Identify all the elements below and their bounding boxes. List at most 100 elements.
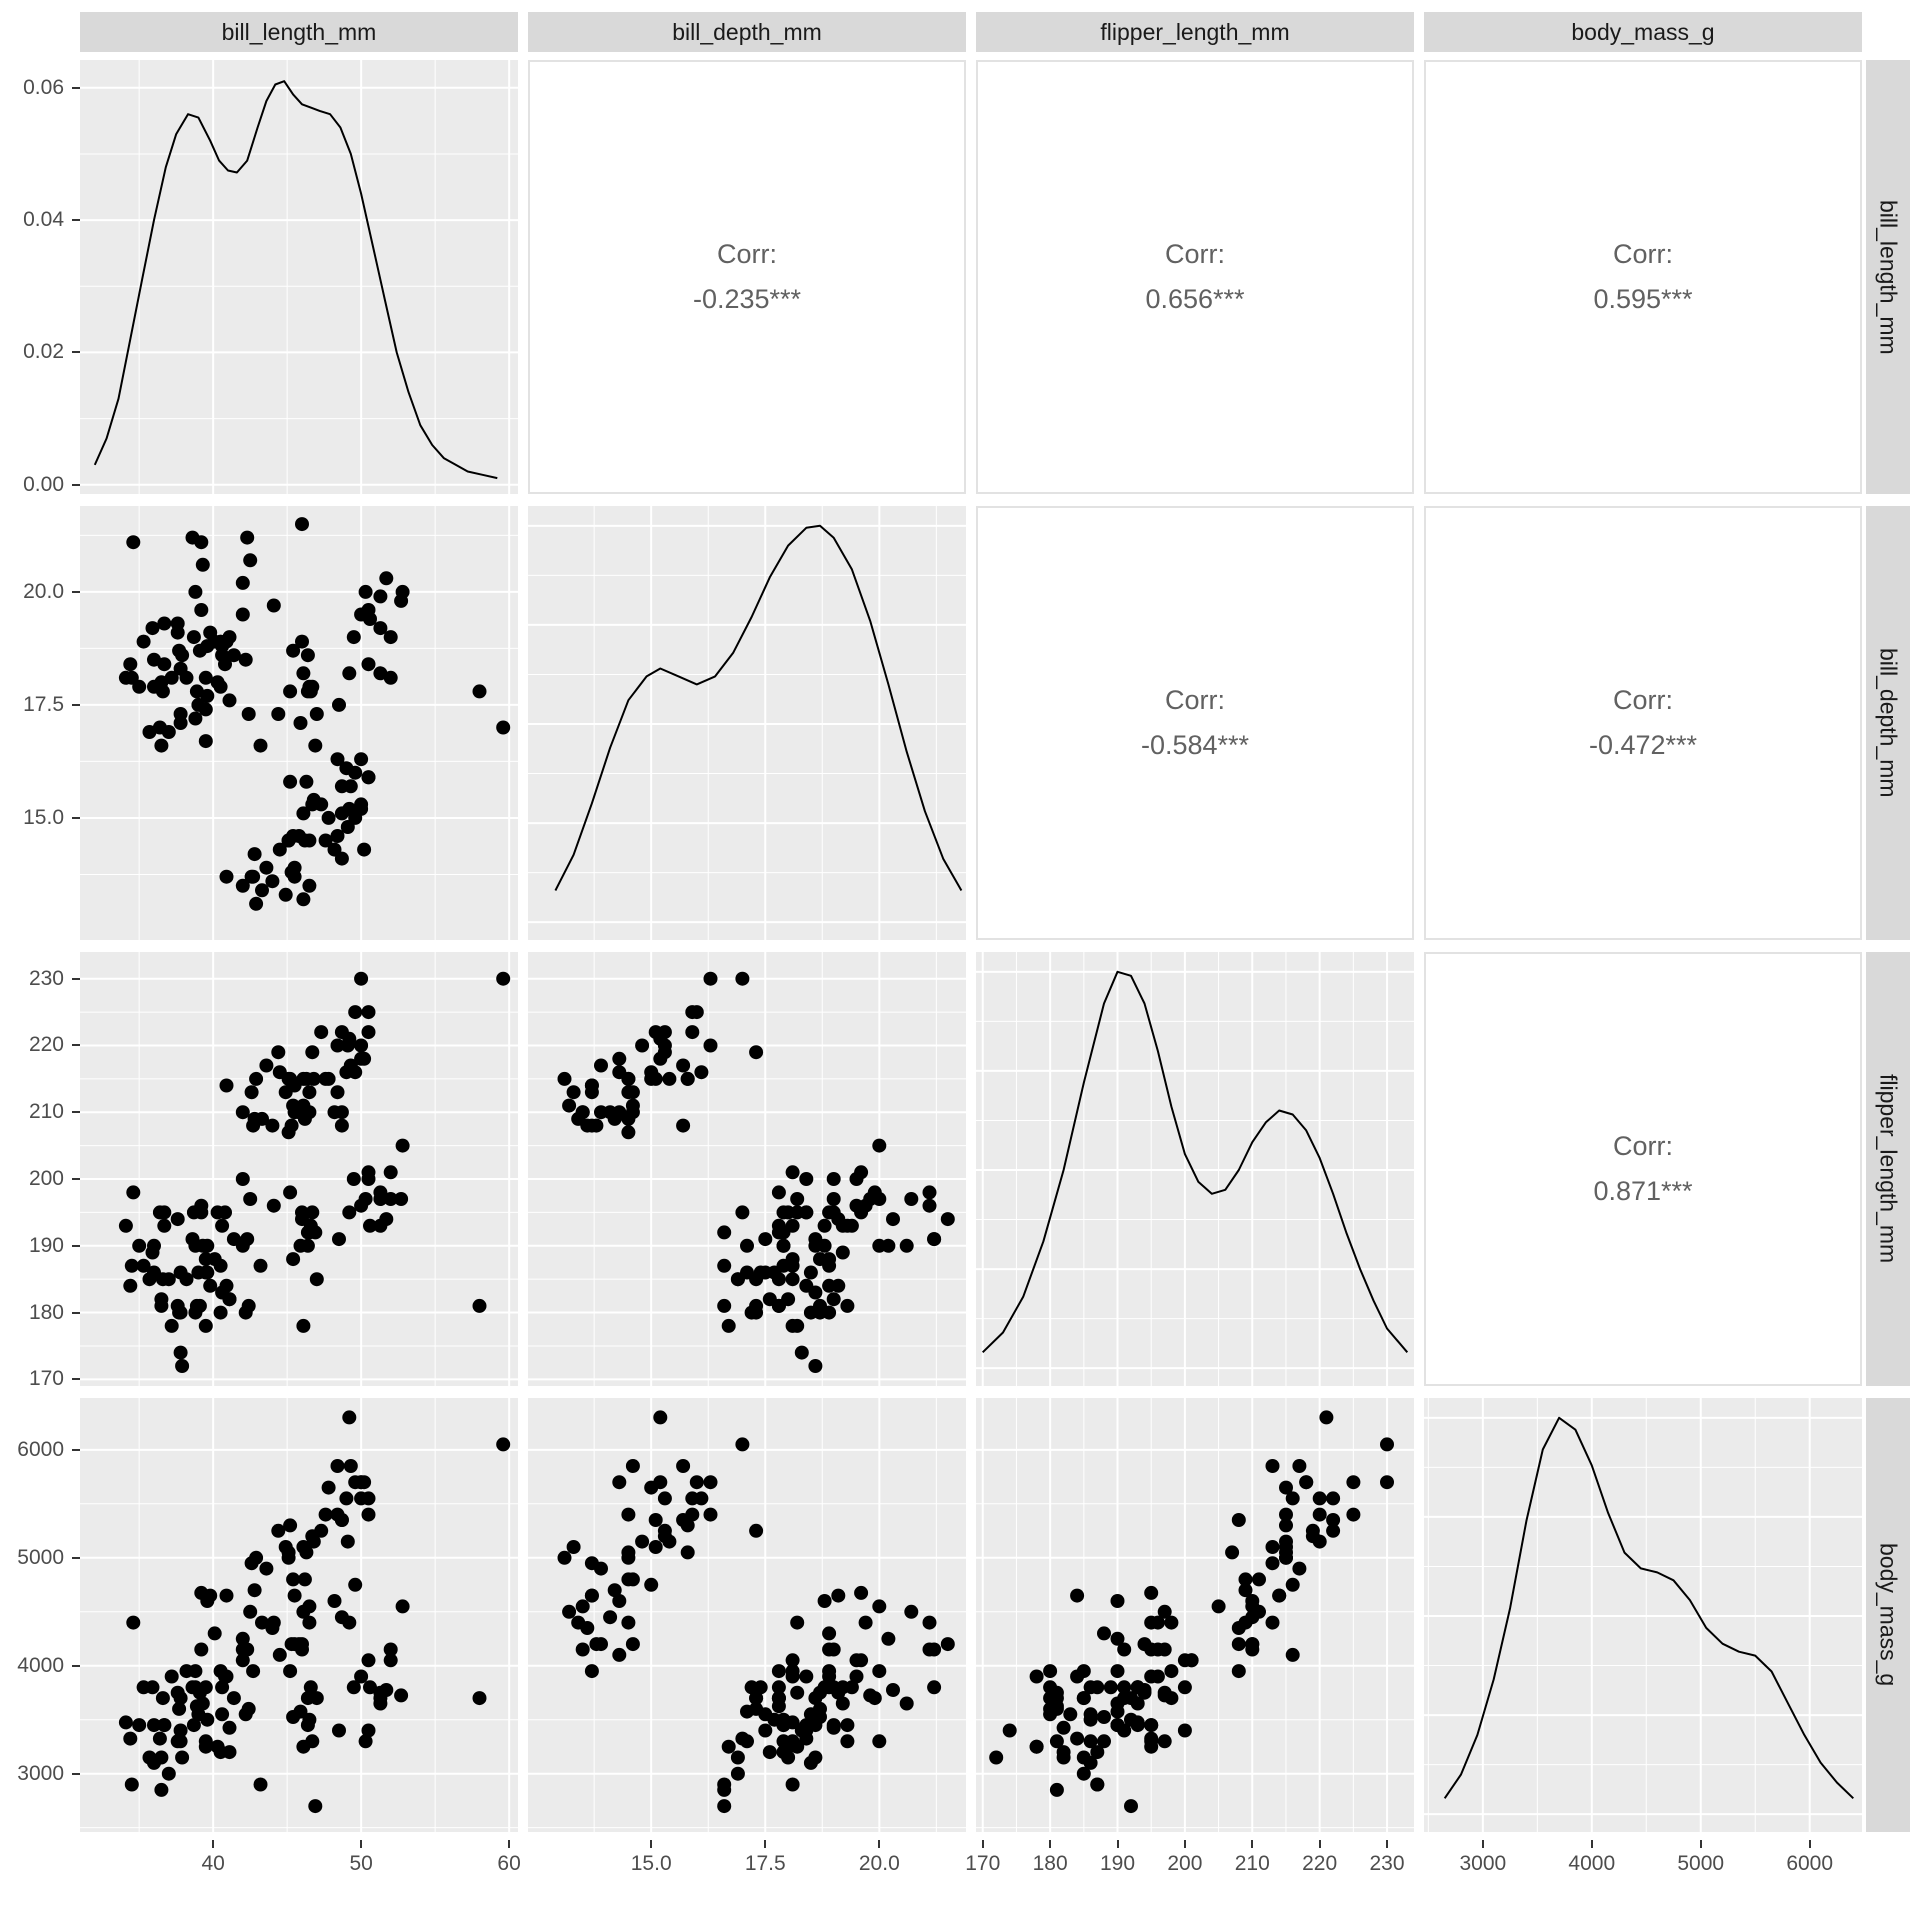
x-tick-mark — [360, 1840, 363, 1848]
row-strip-bill_depth_mm: bill_depth_mm — [1866, 506, 1910, 940]
panel-scatter-flipper_length_mm-vs-bill_length_mm — [80, 952, 518, 1386]
y-tick-label: 200 — [28, 1167, 64, 1190]
x-tick-label: 15.0 — [630, 1852, 672, 1875]
x-tick-mark — [1386, 1840, 1389, 1848]
y-tick-label: 6000 — [17, 1437, 64, 1461]
y-tick-label: 0.04 — [23, 208, 64, 232]
y-tick-label: 0.00 — [23, 472, 64, 496]
x-tick-label: 200 — [1167, 1852, 1203, 1875]
x-tick-mark — [1318, 1840, 1321, 1848]
corr-label: Corr: — [1165, 685, 1225, 715]
column-strip-bill_length_mm: bill_length_mm — [80, 12, 518, 52]
row-strip-label: body_mass_g — [1875, 1543, 1902, 1687]
panel-corr-bill_length_mm-x-flipper_length_mm: Corr: 0.656*** — [976, 60, 1414, 494]
y-tick-label: 0.02 — [23, 340, 64, 364]
y-tick-mark — [72, 219, 80, 222]
x-tick-mark — [1481, 1840, 1484, 1848]
y-tick-label: 170 — [28, 1367, 64, 1391]
y-tick-label: 190 — [28, 1233, 64, 1257]
panel-density-bill_length_mm — [80, 60, 518, 494]
y-tick-label: 4000 — [17, 1653, 64, 1677]
panel-corr-bill_length_mm-x-body_mass_g: Corr: 0.595*** — [1424, 60, 1862, 494]
y-tick-label: 0.06 — [23, 75, 64, 99]
x-tick-mark — [1251, 1840, 1254, 1848]
x-tick-mark — [764, 1840, 767, 1848]
x-tick-label: 40 — [201, 1852, 225, 1875]
y-tick-mark — [72, 86, 80, 89]
y-tick-mark — [72, 1378, 80, 1381]
y-tick-label: 230 — [28, 966, 64, 990]
x-tick-mark — [650, 1840, 653, 1848]
panel-corr-flipper_length_mm-x-body_mass_g: Corr: 0.871*** — [1424, 952, 1862, 1386]
y-tick-mark — [72, 590, 80, 593]
panel-scatter-flipper_length_mm-vs-bill_depth_mm — [528, 952, 966, 1386]
y-tick-mark — [72, 1772, 80, 1775]
y-tick-label: 20.0 — [23, 579, 64, 603]
x-tick-label: 4000 — [1568, 1852, 1616, 1875]
y-axis-row-4: 3000 4000 5000 6000 — [8, 1398, 80, 1832]
corr-label: Corr: — [1613, 685, 1673, 715]
panel-density-flipper_length_mm — [976, 952, 1414, 1386]
y-tick-mark — [72, 1448, 80, 1451]
x-axis-col-2: 15.0 17.5 20.0 — [528, 1840, 966, 1888]
y-tick-mark — [72, 1044, 80, 1047]
panel-density-bill_depth_mm — [528, 506, 966, 940]
row-strip-bill_length_mm: bill_length_mm — [1866, 60, 1910, 494]
corr-value: -0.472*** — [1588, 730, 1698, 760]
panel-scatter-body_mass_g-vs-bill_depth_mm — [528, 1398, 966, 1832]
x-tick-mark — [1116, 1840, 1119, 1848]
y-tick-label: 210 — [28, 1100, 64, 1124]
x-tick-label: 50 — [349, 1852, 373, 1875]
y-tick-mark — [72, 1178, 80, 1180]
y-tick-mark — [72, 977, 80, 980]
y-tick-mark — [72, 703, 80, 706]
x-tick-label: 180 — [1032, 1852, 1068, 1875]
x-tick-mark — [1049, 1840, 1052, 1848]
column-strip-bill_depth_mm: bill_depth_mm — [528, 12, 966, 52]
pairs-grid: bill_length_mm bill_depth_mm flipper_lengt… — [8, 12, 1910, 1888]
column-strip-flipper_length_mm: flipper_length_mm — [976, 12, 1414, 52]
y-tick-mark — [72, 1664, 80, 1667]
panel-corr-bill_length_mm-x-bill_depth_mm: Corr: -0.235*** — [528, 60, 966, 494]
row-strip-flipper_length_mm: flipper_length_mm — [1866, 952, 1910, 1386]
corr-value: 0.595*** — [1593, 284, 1693, 314]
column-strip-label: bill_length_mm — [221, 18, 377, 45]
x-tick-label: 230 — [1369, 1852, 1405, 1875]
y-axis-row-3: 170 180 190 200 210 220 230 — [8, 952, 80, 1390]
panel-density-body_mass_g — [1424, 1398, 1862, 1832]
x-axis-col-4: 3000 4000 5000 6000 — [1424, 1840, 1862, 1888]
panel-corr-bill_depth_mm-x-body_mass_g: Corr: -0.472*** — [1424, 506, 1862, 940]
x-tick-label: 17.5 — [744, 1852, 786, 1875]
x-tick-label: 170 — [965, 1852, 1001, 1875]
row-strip-body_mass_g: body_mass_g — [1866, 1398, 1910, 1832]
x-tick-mark — [1183, 1840, 1186, 1848]
x-tick-label: 5000 — [1677, 1852, 1725, 1875]
column-strip-body_mass_g: body_mass_g — [1424, 12, 1862, 52]
x-tick-mark — [1699, 1840, 1702, 1848]
x-tick-mark — [508, 1840, 511, 1848]
x-tick-label: 220 — [1302, 1852, 1338, 1875]
x-tick-mark — [878, 1840, 881, 1848]
x-tick-label: 190 — [1099, 1852, 1136, 1875]
y-tick-label: 17.5 — [23, 692, 64, 716]
x-axis-col-1: 40 50 60 — [80, 1840, 521, 1888]
y-tick-mark — [72, 1311, 80, 1314]
x-tick-label: 3000 — [1459, 1852, 1507, 1875]
x-tick-label: 20.0 — [858, 1852, 900, 1875]
y-tick-label: 180 — [28, 1300, 64, 1324]
row-strip-label: flipper_length_mm — [1875, 1074, 1902, 1264]
column-strip-label: flipper_length_mm — [1100, 18, 1290, 45]
y-tick-mark — [72, 483, 80, 486]
corr-value: 0.656*** — [1145, 284, 1245, 314]
column-strip-label: body_mass_g — [1571, 18, 1715, 45]
panel-scatter-body_mass_g-vs-flipper_length_mm — [976, 1398, 1414, 1832]
corr-value: -0.584*** — [1140, 730, 1250, 760]
panel-corr-bill_depth_mm-x-flipper_length_mm: Corr: -0.584*** — [976, 506, 1414, 940]
y-axis-row-1: 0.00 0.02 0.04 0.06 — [8, 60, 80, 496]
row-strip-label: bill_length_mm — [1875, 199, 1902, 355]
x-tick-mark — [1808, 1840, 1811, 1848]
x-tick-mark — [981, 1840, 984, 1848]
corr-value: -0.235*** — [692, 284, 802, 314]
y-tick-mark — [72, 1556, 80, 1559]
